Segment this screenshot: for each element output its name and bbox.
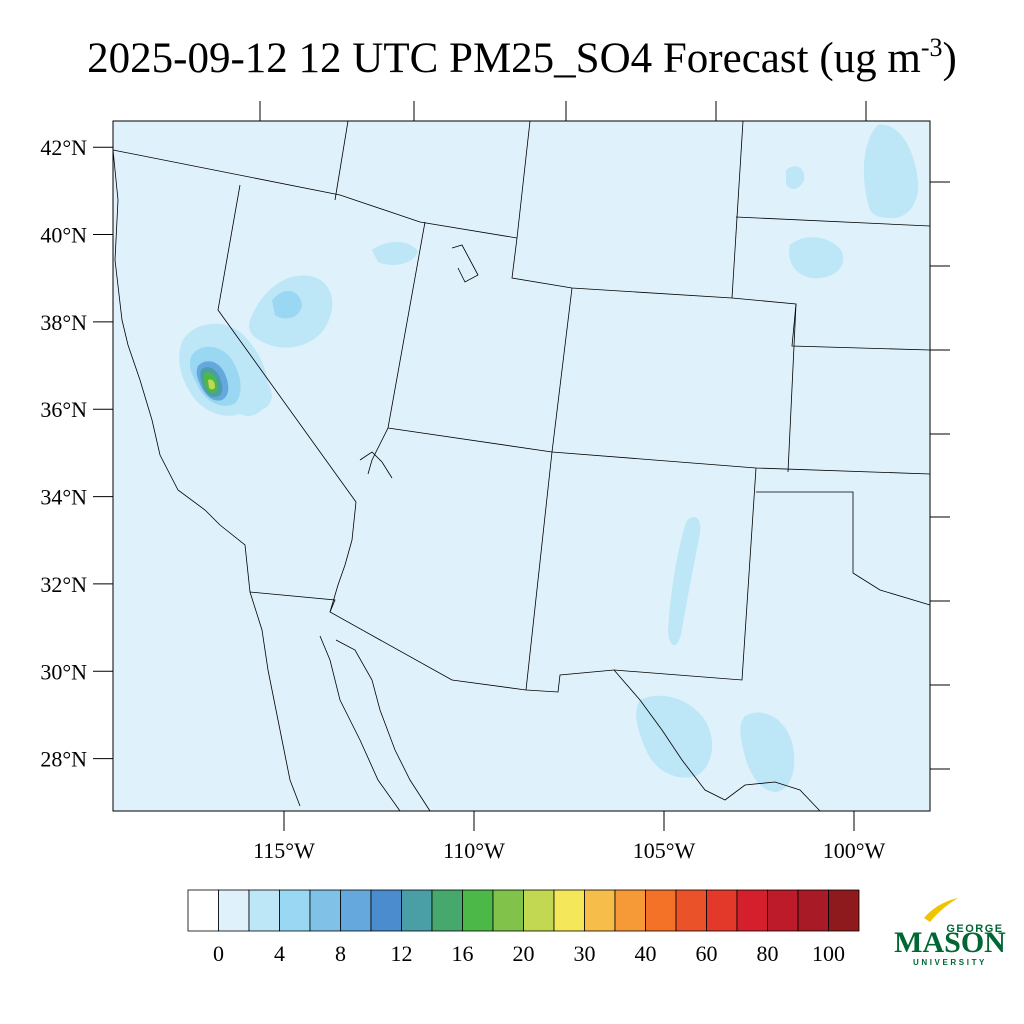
colorbar-tick-label: 12 [391,941,413,966]
axis-ticks [93,101,950,831]
colorbar-tick-label: 20 [513,941,535,966]
coast-california [112,149,301,807]
boundary-ok-tx [756,491,931,606]
boundary-four-corners [387,427,931,475]
rio-grande [613,669,821,812]
colorbar-swatch [553,889,585,932]
lat-tick-label: 28°N [40,747,87,772]
contour-level-2 [789,237,844,279]
lake-havasu [359,451,393,479]
boundary-ca-nv [217,184,357,503]
lon-tick-label: 110°W [443,838,505,863]
colorbar-swatch [523,889,555,932]
coast-gulf-west [319,635,401,812]
colorbar-swatch [279,889,311,932]
colorbar-swatch [218,889,250,932]
colorbar-swatches [187,889,860,932]
map-frame [112,120,931,812]
colorbar-swatch [370,889,402,932]
contour-level-2 [372,242,418,265]
contour-level-11 [208,379,215,390]
gmu-logo: GEORGE MASON UNIVERSITY [894,898,1006,967]
lat-tick-label: 36°N [40,397,87,422]
logo-main-text: MASON [894,926,1006,959]
colorbar-tick-label: 100 [812,941,845,966]
colorbar-tick-label: 4 [274,941,285,966]
colorbar-tick-label: 16 [452,941,474,966]
boundary-ne-ks [731,297,931,351]
colorbar-swatch [492,889,524,932]
colorbar-swatch [584,889,616,932]
contour-level-3 [272,290,302,319]
colorbar-tick-label: 80 [757,941,779,966]
colorbar-swatch [340,889,372,932]
lat-tick-label: 40°N [40,223,87,248]
boundary-co-ks [787,303,797,473]
colorbar-swatch [675,889,707,932]
colorbar-swatch [736,889,768,932]
lake-coast [451,244,479,283]
coast-gulf-east [335,639,431,812]
boundary-or-ca-nv [112,149,518,239]
contour-level-2 [636,695,713,778]
boundary-az-nm [525,451,553,691]
colorbar-swatch [187,889,219,932]
boundary-nm-tx [613,467,757,681]
boundary-sd-ne [735,216,931,227]
lon-tick-label: 115°W [253,838,315,863]
boundary-wy-co [731,120,744,299]
colorbar-tick-label: 0 [213,941,224,966]
lat-tick-label: 34°N [40,485,87,510]
lat-tick-label: 30°N [40,659,87,684]
logo-bottom-text: UNIVERSITY [913,958,987,967]
lon-tick-label: 100°W [823,838,886,863]
boundary-ut-wy [511,120,733,299]
axis-labels: 42°N 40°N 38°N 36°N 34°N 32°N 30°N 28°N 115°W 110… [40,135,885,863]
chart-title: 2025-09-12 12 UTC PM25_SO4 Forecast (ug … [87,33,957,82]
colorbar-swatch [828,889,860,932]
lat-tick-label: 32°N [40,572,87,597]
boundary-az-ca [329,501,357,613]
contour-level-2 [863,124,919,219]
concentration-contours [179,124,919,792]
state-boundaries [112,120,931,812]
colorbar-swatch [248,889,280,932]
contour-level-2 [242,370,272,410]
boundary-ut-co [551,287,573,453]
map-background [113,121,930,811]
colorbar-swatch [706,889,738,932]
colorbar-tick-label: 8 [335,941,346,966]
contour-level-2 [740,712,795,792]
colorbar-swatch [462,889,494,932]
colorbar-tick-label: 30 [574,941,596,966]
colorbar-swatch [309,889,341,932]
colorbar-swatch [767,889,799,932]
logo-top-text: GEORGE [946,923,1003,935]
boundary-id-wy [334,120,349,201]
logo-flame-icon [924,898,958,922]
colorbar-labels: 0 4 8 12 16 20 30 40 60 80 100 [213,941,845,966]
contour-level-2 [786,166,805,189]
colorbar-swatch [614,889,646,932]
colorbar-tick-label: 40 [635,941,657,966]
colorbar-swatch [431,889,463,932]
colorbar: 0 4 8 12 16 20 30 40 60 80 100 [187,889,860,966]
lat-tick-label: 42°N [40,135,87,160]
colorbar-tick-label: 60 [696,941,718,966]
colorbar-swatch [401,889,433,932]
boundary-us-mexico-west [249,591,615,693]
colorbar-swatch [645,889,677,932]
lat-tick-label: 38°N [40,310,87,335]
map-panel: 42°N 40°N 38°N 36°N 34°N 32°N 30°N 28°N 115°W 110… [40,101,950,863]
colorbar-swatch [797,889,829,932]
lon-tick-label: 105°W [633,838,696,863]
boundary-nv-ut [367,221,426,475]
contour-level-2 [668,517,701,646]
